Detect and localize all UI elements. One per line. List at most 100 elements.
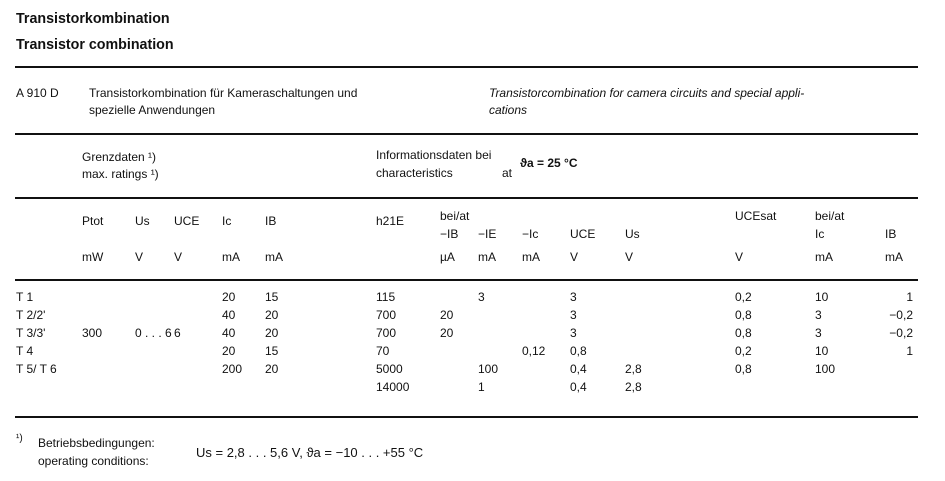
part-desc-en: Transistorcombination for camera circuit… [489,86,805,100]
cell-mib: 20 [440,326,454,340]
header-us2: Us [625,227,640,241]
footnote-conditions: Us = 2,8 . . . 5,6 V, ϑa = −10 . . . +55… [196,445,424,460]
cell-mie: 100 [478,362,499,376]
header-mic: −Ic [522,227,539,241]
row-label: T 2/2' [16,308,46,322]
divider [15,197,918,199]
cell-ucesat: 0,8 [735,362,752,376]
header-mib: −IB [440,227,459,241]
cell-ib2: −0,2 [889,308,913,322]
unit-mic: mA [522,250,540,264]
cell-uce2: 3 [570,290,577,304]
header-ptot: Ptot [82,214,104,228]
unit-uce2: V [570,250,579,264]
header-ib2: IB [885,227,897,241]
cell-uce: 6 [174,326,181,340]
footnote-label-en: operating conditions: [38,454,149,468]
cell-ic2: 100 [815,362,836,376]
unit-uce: V [174,250,183,264]
header-us: Us [135,214,150,228]
cell-us: 0 . . . 6 [135,326,172,340]
unit-us2: V [625,250,634,264]
cell-ib: 20 [265,362,279,376]
cell-us2: 2,8 [625,362,642,376]
header-ucesat: UCEsat [735,209,777,223]
limits-title: Grenzdaten ¹) [82,150,157,164]
cell-ib: 20 [265,326,279,340]
cell-ic: 200 [222,362,243,376]
cell-ic2: 3 [815,326,822,340]
header-ib: IB [265,214,277,228]
cell-h21e: 70 [376,344,390,358]
cell-ib: 20 [265,308,279,322]
cell-ic2: 3 [815,308,822,322]
cell-h21e: 700 [376,326,397,340]
cell-ic2: 10 [815,344,829,358]
header-ic2: Ic [815,227,825,241]
part-code: A 910 D [16,86,59,100]
divider [15,416,918,418]
row-label: T 4 [16,344,34,358]
header-mie: −IE [478,227,497,241]
cell-h21e: 14000 [376,380,410,394]
unit-mie: mA [478,250,496,264]
cell-ic2: 10 [815,290,829,304]
row-label: T 1 [16,290,34,304]
cell-ib: 15 [265,344,279,358]
header-ic: Ic [222,214,232,228]
unit-ib: mA [265,250,283,264]
cell-uce2: 0,4 [570,362,587,376]
cell-ic: 20 [222,344,236,358]
header-uce: UCE [174,214,200,228]
cell-ib2: 1 [906,290,913,304]
divider [15,133,918,135]
unit-ptot: mW [82,250,104,264]
unit-us: V [135,250,144,264]
cell-ucesat: 0,8 [735,308,752,322]
limits-title-en: max. ratings ¹) [82,167,159,181]
cell-ucesat: 0,2 [735,344,752,358]
header-uce2: UCE [570,227,596,241]
header-h21e: h21E [376,214,405,228]
cell-ptot: 300 [82,326,103,340]
chars-at: at [502,166,513,180]
cell-ic: 40 [222,326,236,340]
title-en: Transistor combination [16,36,174,53]
row-label: T 3/3' [16,326,46,340]
cell-mic: 0,12 [522,344,546,358]
cell-uce2: 3 [570,308,577,322]
chars-condition: ϑa = 25 °C [520,156,578,170]
cell-ic: 40 [222,308,236,322]
row-label: T 5/ T 6 [16,362,57,376]
unit-mib: µA [440,250,455,264]
cell-uce2: 3 [570,326,577,340]
cell-ib: 15 [265,290,279,304]
cell-mie: 3 [478,290,485,304]
title-de: Transistorkombination [16,10,170,27]
cell-ucesat: 0,2 [735,290,752,304]
part-desc-en-2: cations [489,103,528,117]
part-desc-de: Transistorkombination für Kameraschaltun… [89,86,358,100]
cell-uce2: 0,8 [570,344,587,358]
chars-title: Informationsdaten bei [376,148,492,162]
cell-h21e: 700 [376,308,397,322]
cell-ucesat: 0,8 [735,326,752,340]
divider [15,279,918,281]
unit-ib2: mA [885,250,903,264]
chars-title-en: characteristics [376,166,453,180]
cell-ib2: 1 [906,344,913,358]
cell-h21e: 115 [376,290,396,304]
footnote-mark: ¹) [16,433,23,444]
cell-ib2: −0,2 [889,326,913,340]
divider [15,66,918,68]
cell-mib: 20 [440,308,454,322]
footnote-label-de: Betriebsbedingungen: [38,436,155,450]
header-beiat1: bei/at [440,209,470,223]
unit-ucesat: V [735,250,744,264]
cell-ic: 20 [222,290,236,304]
cell-uce2: 0,4 [570,380,587,394]
part-desc-de-2: spezielle Anwendungen [89,103,216,117]
cell-h21e: 5000 [376,362,403,376]
unit-ic: mA [222,250,240,264]
unit-ic2: mA [815,250,833,264]
